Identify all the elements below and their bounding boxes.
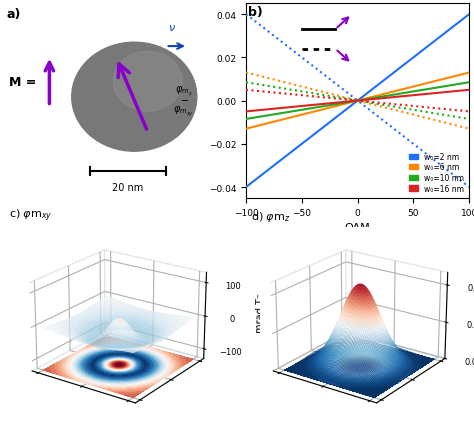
Text: M =: M = [9,75,36,89]
Circle shape [113,52,182,112]
X-axis label: OAM: OAM [345,223,371,233]
Text: d) $\varphi$m$_z$: d) $\varphi$m$_z$ [251,210,290,224]
Text: a): a) [7,8,21,21]
Text: $\nu$: $\nu$ [168,23,176,33]
Text: b): b) [248,6,263,19]
Circle shape [72,43,197,152]
Legend: w₀=2 nm, w₀=6 nm, w₀=10 nm, w₀=16 nm: w₀=2 nm, w₀=6 nm, w₀=10 nm, w₀=16 nm [407,151,465,195]
Text: 20 nm: 20 nm [112,183,143,193]
Text: c) $\varphi$m$_{xy}$: c) $\varphi$m$_{xy}$ [9,207,53,224]
Y-axis label: $\varphi_{m_z}$
─
$\varphi_{m_{xy}}$: $\varphi_{m_z}$ ─ $\varphi_{m_{xy}}$ [173,84,194,118]
